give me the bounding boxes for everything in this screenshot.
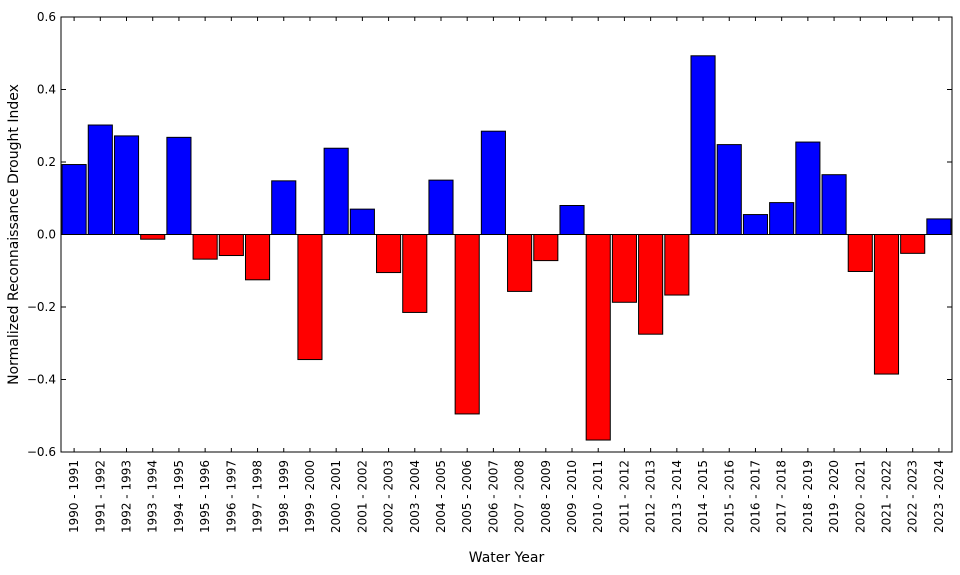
x-tick-label: 2021 - 2022 [879,460,893,533]
x-tick-label: 1996 - 1997 [224,460,238,533]
x-tick-label: 2013 - 2014 [670,460,684,533]
x-tick-label: 2009 - 2010 [565,460,579,533]
bar-2007-2008 [507,234,533,292]
bar-2018-2019 [795,141,821,235]
bar-2009-2010 [559,205,585,235]
bar-2021-2022 [873,234,900,375]
y-tick-label: 0.6 [37,10,56,24]
bar-2016-2017 [742,214,769,235]
bar-2014-2015 [690,55,716,236]
x-tick-label: 1997 - 1998 [251,460,265,533]
bar-2003-2004 [402,234,428,313]
bar-2023-2024 [926,218,952,236]
bar-2019-2020 [821,174,847,236]
x-tick-label: 2003 - 2004 [408,460,422,533]
y-tick-label: 0.2 [37,155,56,169]
bar-1990-1991 [61,164,87,235]
x-tick-label: 1992 - 1993 [120,460,134,533]
y-axis-title: Normalized Reconnaissance Drought Index [6,84,22,385]
x-tick-label: 2005 - 2006 [460,460,474,533]
y-tick-label: 0.4 [37,83,56,97]
bar-1998-1999 [271,180,297,236]
x-tick-label: 2006 - 2007 [486,460,500,533]
y-tick-label: 0.0 [37,228,56,242]
x-tick-label: 1999 - 2000 [303,460,317,533]
x-tick-label: 2010 - 2011 [591,460,605,533]
x-tick-label: 2004 - 2005 [434,460,448,533]
bar-1996-1997 [218,234,244,257]
x-tick-label: 2008 - 2009 [539,460,553,533]
x-tick-label: 1995 - 1996 [198,460,212,533]
x-tick-label: 1994 - 1995 [172,460,186,533]
bar-2013-2014 [664,234,690,296]
bar-1997-1998 [244,234,271,281]
x-tick-label: 2015 - 2016 [722,460,736,533]
bar-1995-1996 [192,234,218,260]
y-axis-ticks: −0.6 −0.4 −0.2 0.0 0.2 0.4 0.6 [27,10,952,459]
x-tick-label: 2016 - 2017 [748,460,762,533]
bar-1991-1992 [87,124,113,235]
bar-2020-2021 [847,234,873,272]
bar-2008-2009 [533,234,559,262]
x-tick-label: 2022 - 2023 [906,460,920,533]
x-tick-label: 1990 - 1991 [67,460,81,533]
x-tick-label: 2023 - 2024 [932,460,946,533]
bar-2006-2007 [480,130,506,235]
x-tick-label: 2014 - 2015 [696,460,710,533]
bar-2015-2016 [716,144,742,236]
x-tick-label: 2017 - 2018 [775,460,789,533]
bar-2002-2003 [376,234,402,274]
x-tick-label: 2001 - 2002 [355,460,369,533]
bar-2000-2001 [323,147,349,235]
bar-2022-2023 [900,234,926,254]
bar-1999-2000 [297,234,323,361]
x-tick-label: 2019 - 2020 [827,460,841,533]
y-tick-label: −0.6 [27,445,56,459]
x-tick-label: 2011 - 2012 [617,460,631,533]
bar-2001-2002 [349,208,375,236]
x-tick-label: 2012 - 2013 [644,460,658,533]
x-tick-label: 1998 - 1999 [277,460,291,533]
bar-2004-2005 [428,179,454,236]
x-tick-label: 2000 - 2001 [329,460,343,533]
x-tick-label: 1991 - 1992 [93,460,107,533]
bar-2017-2018 [769,202,795,236]
bar-2011-2012 [611,234,637,303]
x-tick-label: 2020 - 2021 [853,460,867,533]
bar-2010-2011 [585,234,611,441]
bar-1994-1995 [166,136,192,236]
x-tick-label: 1993 - 1994 [146,460,160,533]
bar-1992-1993 [113,135,140,235]
x-axis-ticks: 1990 - 1991 1991 - 1992 1992 - 1993 1993 - … [67,17,946,533]
bar-2012-2013 [638,234,664,335]
bars-group [61,55,952,441]
bar-2005-2006 [454,234,480,415]
x-tick-label: 2007 - 2008 [513,460,527,533]
x-axis-title: Water Year [469,550,545,566]
x-tick-label: 2002 - 2003 [382,460,396,533]
y-tick-label: −0.2 [27,300,56,314]
bar-1993-1994 [140,234,166,240]
x-tick-label: 2018 - 2019 [801,460,815,533]
y-tick-label: −0.4 [27,373,56,387]
